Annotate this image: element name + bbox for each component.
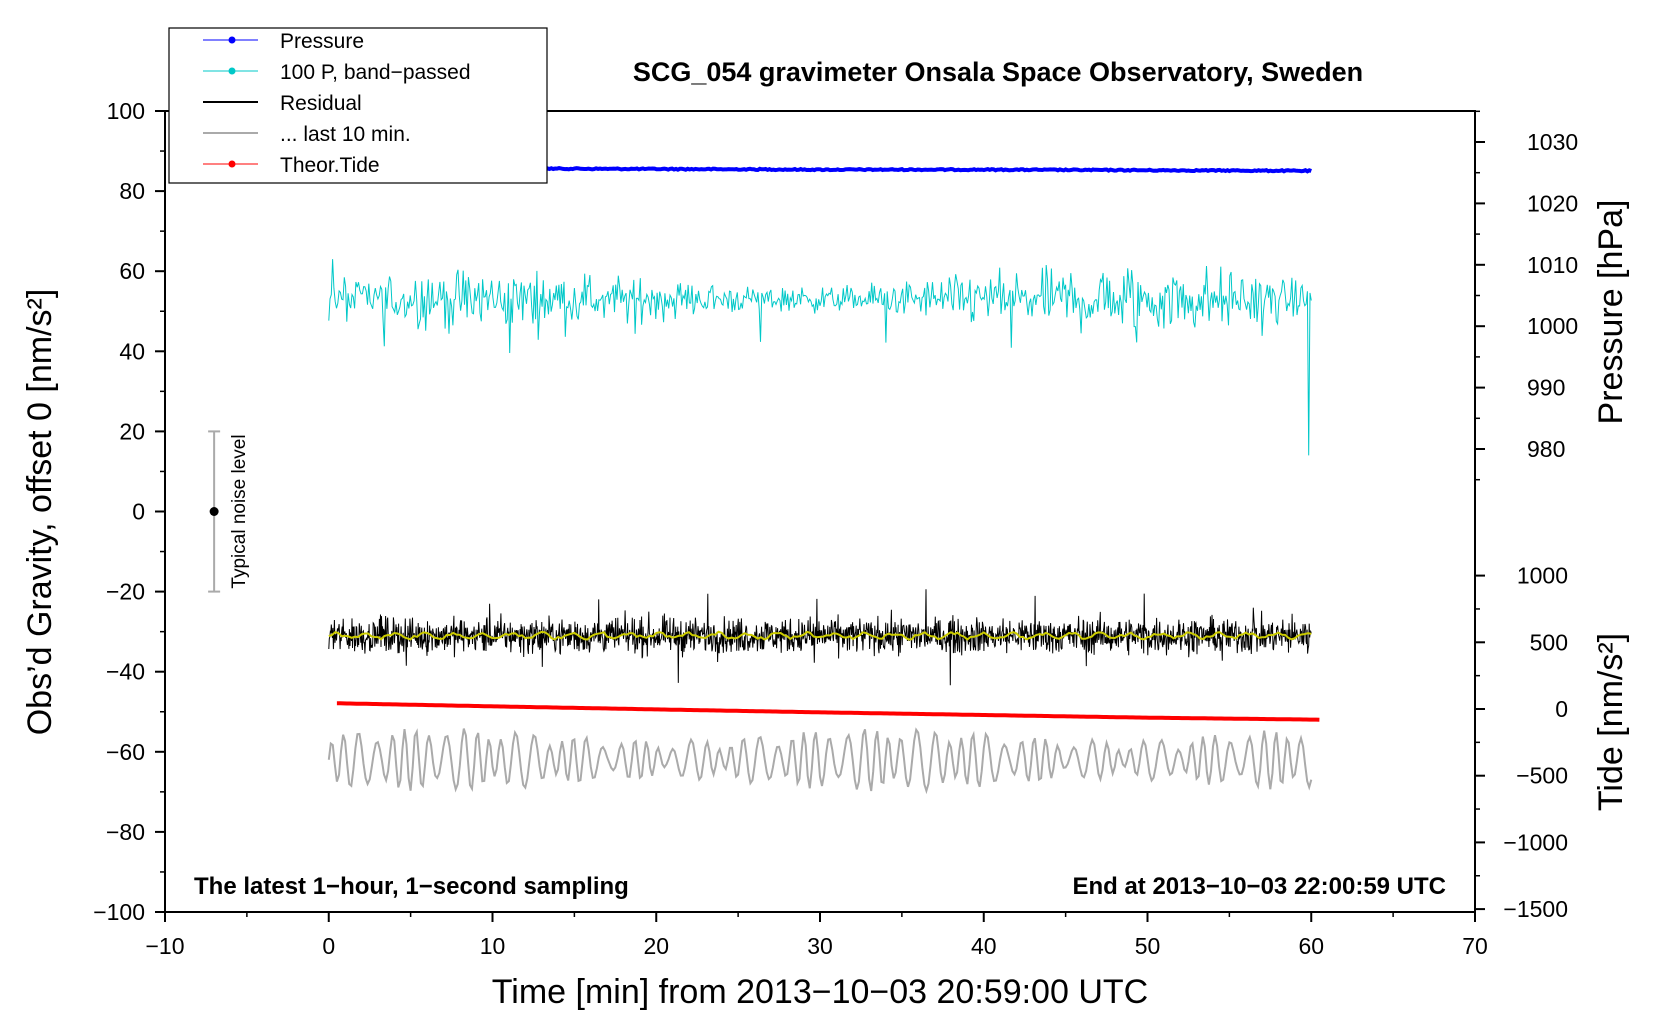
- legend-label: Residual: [280, 92, 362, 115]
- x-tick-label: 0: [322, 933, 335, 959]
- legend-marker: [228, 160, 236, 168]
- y-axis-label-left: Obs’d Gravity, offset 0 [nm/s²]: [21, 289, 59, 736]
- y-tick-label-left: 80: [119, 178, 145, 204]
- axis-ticks: −10 0 10 20 30 40 50 60 70−100−80−60−40−20020406…: [93, 98, 1578, 959]
- x-tick-label: 30: [807, 933, 833, 959]
- last-10-min-line: [327, 727, 1313, 795]
- x-axis-label: Time [min] from 2013−10−03 20:59:00 UTC: [492, 973, 1148, 1011]
- x-tick-label: 20: [643, 933, 669, 959]
- y-tick-label-left: −40: [106, 659, 145, 685]
- residual-smoothed-line: [328, 630, 1312, 641]
- legend-label: ... last 10 min.: [280, 123, 411, 146]
- theoretical-tide-line: [336, 701, 1320, 722]
- annotation-left: The latest 1−hour, 1−second sampling: [194, 873, 629, 900]
- legend-label: Theor.Tide: [280, 154, 380, 177]
- x-tick-label: 40: [971, 933, 997, 959]
- y-tick-label-left: 20: [119, 418, 145, 444]
- legend-marker: [228, 36, 236, 44]
- legend-label: Pressure: [280, 30, 364, 53]
- y-tick-label-left: −20: [106, 579, 145, 605]
- tide-tick-label: 1000: [1517, 563, 1568, 589]
- chart-title: SCG_054 gravimeter Onsala Space Observat…: [633, 57, 1363, 87]
- y-axis-label-pressure: Pressure [hPa]: [1592, 200, 1630, 425]
- pressure-tick-label: 1020: [1527, 190, 1578, 216]
- annotation-right: End at 2013−10−03 22:00:59 UTC: [1072, 873, 1446, 900]
- legend-label: 100 P, band−passed: [280, 61, 471, 84]
- tide-tick-label: −1500: [1503, 896, 1568, 922]
- pressure-tick-label: 1010: [1527, 252, 1578, 278]
- series-group: [327, 165, 1320, 795]
- y-tick-label-left: −80: [106, 819, 145, 845]
- pressure-tick-label: 1030: [1527, 129, 1578, 155]
- bandpassed-pressure-line: [328, 259, 1312, 456]
- plot-frame: [164, 110, 1476, 913]
- y-tick-label-left: 100: [107, 98, 145, 124]
- x-tick-label: −10: [145, 933, 184, 959]
- pressure-tick-label: 1000: [1527, 313, 1578, 339]
- tide-tick-label: −500: [1516, 763, 1568, 789]
- legend-marker: [228, 67, 236, 75]
- tide-tick-label: 0: [1555, 696, 1568, 722]
- x-tick-label: 50: [1135, 933, 1161, 959]
- noise-bar-label: Typical noise level: [229, 434, 250, 588]
- tide-tick-label: −1000: [1503, 829, 1568, 855]
- x-tick-label: 60: [1298, 933, 1324, 959]
- x-tick-label: 70: [1462, 933, 1488, 959]
- y-tick-label-left: −100: [93, 899, 145, 925]
- noise-bar: Typical noise level: [208, 430, 250, 593]
- tide-tick-label: 500: [1530, 629, 1568, 655]
- noise-bar-center: [209, 507, 219, 516]
- legend: Pressure 100 P, band−passed Residual ... la…: [168, 27, 548, 184]
- x-tick-label: 10: [480, 933, 506, 959]
- y-tick-label-left: 0: [132, 499, 145, 525]
- legend-box: [168, 27, 548, 184]
- y-tick-label-left: 60: [119, 258, 145, 284]
- y-tick-label-left: 40: [119, 338, 145, 364]
- y-tick-label-left: −60: [106, 739, 145, 765]
- pressure-tick-label: 980: [1527, 436, 1565, 462]
- pressure-tick-label: 990: [1527, 375, 1565, 401]
- y-axis-label-tide: Tide [nm/s²]: [1592, 633, 1630, 811]
